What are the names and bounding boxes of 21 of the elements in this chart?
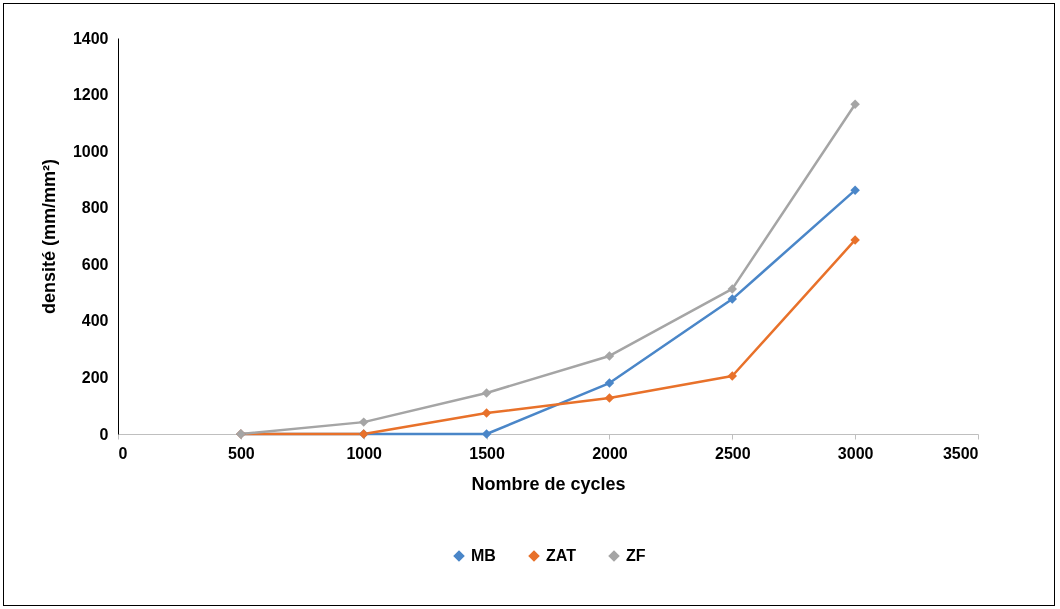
x-tick-label: 500	[228, 444, 255, 462]
legend-label: ZAT	[546, 547, 577, 564]
x-tick-label: 1500	[469, 444, 505, 462]
x-axis-title: Nombre de cycles	[471, 473, 626, 494]
legend-label: ZF	[626, 547, 646, 564]
x-tick-label: 3000	[837, 444, 874, 462]
x-tick-label: 3500	[942, 444, 979, 462]
y-tick-label: 800	[81, 199, 109, 217]
y-tick-label: 0	[99, 425, 109, 443]
x-tick-label: 0	[118, 444, 128, 462]
y-tick-label: 400	[81, 312, 109, 330]
y-axis-title: densité (mm/mm²)	[38, 158, 59, 315]
y-tick-label: 1400	[72, 29, 109, 47]
y-tick-label: 600	[81, 255, 109, 273]
legend-label: MB	[471, 547, 496, 564]
y-tick-label: 1000	[72, 142, 109, 160]
y-tick-label: 200	[81, 368, 109, 386]
x-tick-label: 1000	[346, 444, 383, 462]
x-tick-label: 2000	[592, 444, 628, 462]
y-tick-label: 1200	[72, 86, 109, 104]
x-tick-label: 2500	[714, 444, 751, 462]
